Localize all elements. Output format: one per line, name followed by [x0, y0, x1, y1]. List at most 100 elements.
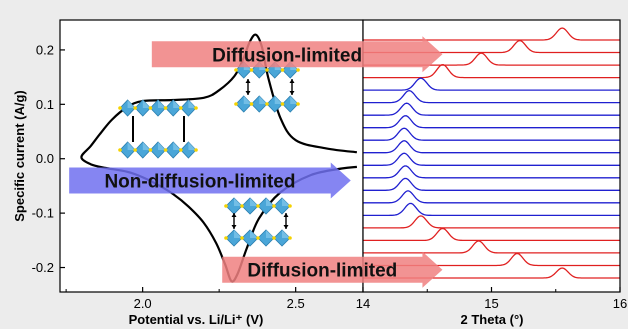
oxygen-atom	[280, 68, 285, 72]
xrd-pattern	[363, 190, 620, 204]
octahedron-face	[274, 96, 283, 104]
oxygen-atom	[288, 204, 292, 208]
octahedron-face	[142, 142, 151, 150]
arrow-head	[245, 79, 251, 83]
arrow-head	[283, 213, 289, 217]
xrd-patterns	[363, 27, 620, 279]
oxygen-atom	[163, 148, 168, 152]
xrd-ticks: 14 15 16	[356, 287, 627, 311]
xrd-pattern	[363, 64, 620, 79]
regime-arrow: Non-diffusion-limited	[69, 162, 351, 199]
cv-y-tick-label: 0.2	[36, 42, 54, 57]
octahedron-face	[158, 100, 166, 108]
octahedra-layer	[224, 197, 292, 215]
oxygen-atom	[249, 102, 254, 106]
oxygen-atom	[133, 106, 137, 110]
oxygen-atom	[179, 106, 183, 110]
xrd-pattern	[363, 240, 620, 254]
oxygen-atom	[224, 204, 228, 208]
cv-y-tick-label: -0.2	[32, 260, 54, 275]
octahedra-layer	[118, 141, 198, 159]
xrd-x-tick-label: 15	[484, 296, 498, 311]
octahedron-face	[234, 198, 242, 206]
oxygen-atom	[272, 204, 276, 208]
octahedron-face	[282, 230, 290, 238]
xrd-pattern	[363, 90, 620, 104]
xrd-pattern	[363, 215, 620, 229]
regime-arrow-label: Diffusion-limited	[212, 45, 362, 66]
oxygen-atom	[118, 148, 122, 152]
crystal-structure-illustrations	[118, 61, 300, 247]
regime-arrow-body	[69, 162, 351, 199]
cv-x-tick-label: 2.0	[134, 296, 152, 311]
xrd-x-axis-label: 2 Theta (°)	[461, 312, 524, 327]
cv-y-tick-label: 0.1	[36, 97, 54, 112]
arrow-head	[231, 213, 237, 217]
octahedron-face	[158, 142, 166, 150]
oxygen-atom	[118, 106, 122, 110]
octahedra-layer	[118, 99, 198, 117]
xrd-x-tick-label: 16	[613, 296, 627, 311]
cv-tick-labels: 0.2 0.1 0.0 -0.1 -0.2 2.0 2.5	[32, 42, 305, 311]
oxygen-atom	[240, 236, 244, 240]
xrd-pattern	[363, 27, 620, 41]
oxygen-atom	[148, 148, 153, 152]
xrd-pattern	[363, 115, 620, 129]
xrd-x-tick-label: 14	[356, 296, 370, 311]
oxygen-atom	[163, 106, 168, 110]
xrd-pattern	[363, 152, 620, 166]
octahedron-face	[266, 230, 274, 238]
oxygen-atom	[265, 102, 269, 106]
octahedron-face	[259, 96, 267, 104]
cv-ticks	[60, 49, 297, 292]
xrd-pattern	[363, 227, 620, 242]
oxygen-atom	[249, 68, 254, 72]
oxygen-atom	[133, 148, 137, 152]
oxygen-atom	[256, 236, 260, 240]
oxygen-atom	[224, 236, 228, 240]
oxygen-atom	[256, 204, 260, 208]
octahedra-layer	[234, 95, 300, 113]
oxygen-atom	[288, 236, 292, 240]
oxygen-atom	[240, 204, 244, 208]
oxygen-atom	[194, 148, 198, 152]
oxygen-atom	[272, 236, 276, 240]
cv-y-tick-label: 0.0	[36, 151, 54, 166]
arrow-head	[231, 225, 237, 229]
octahedron-face	[266, 198, 274, 206]
octahedron-face	[290, 96, 298, 104]
oxygen-atom	[296, 68, 300, 72]
regime-arrow-body	[222, 251, 443, 288]
octahedron-face	[173, 142, 181, 150]
octahedron-face	[250, 230, 258, 238]
octahedron-face	[250, 198, 258, 206]
oxygen-atom	[296, 102, 300, 106]
xrd-pattern	[363, 77, 620, 91]
octahedron-face	[188, 142, 196, 150]
arrow-head	[245, 91, 251, 95]
xrd-pattern	[363, 140, 620, 154]
octahedron-face	[127, 100, 136, 108]
octahedra-layer	[224, 229, 292, 247]
xrd-pattern	[363, 202, 620, 217]
cv-x-axis-label: Potential vs. Li/Li⁺ (V)	[129, 312, 264, 327]
arrow-head	[283, 225, 289, 229]
xrd-pattern	[363, 127, 620, 141]
oxygen-atom	[234, 102, 238, 106]
octahedron-face	[234, 230, 242, 238]
xrd-pattern	[363, 102, 620, 116]
regime-arrow-label: Diffusion-limited	[247, 261, 397, 282]
octahedron-face	[173, 100, 181, 108]
regime-arrow: Diffusion-limited	[222, 251, 443, 288]
arrow-head	[289, 91, 295, 95]
regime-arrow: Diffusion-limited	[151, 36, 443, 73]
oxygen-atom	[265, 68, 269, 72]
xrd-pattern	[363, 177, 620, 191]
oxygen-atom	[148, 106, 153, 110]
regime-arrow-label: Non-diffusion-limited	[104, 171, 295, 192]
octahedron-face	[188, 100, 196, 108]
octahedron-face	[142, 100, 151, 108]
regime-arrow-body	[151, 36, 443, 73]
regime-arrows: Diffusion-limited Non-diffusion-limited Di…	[69, 36, 443, 288]
